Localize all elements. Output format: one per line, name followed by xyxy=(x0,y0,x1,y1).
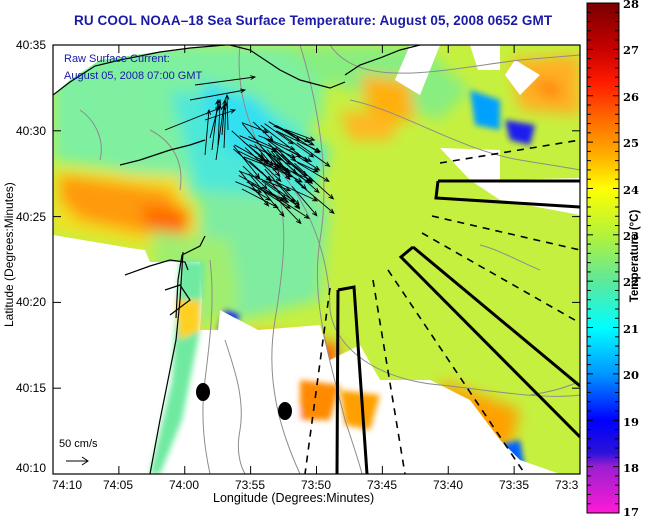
station-marker-2 xyxy=(278,402,292,420)
x-tick-label: 73:3 xyxy=(555,478,584,492)
x-tick-label: 74:10 xyxy=(42,478,92,492)
x-tick-label: 73:50 xyxy=(291,478,341,492)
colorbar-tick-label: 17 xyxy=(623,505,639,519)
y-tick-label: 40:10 xyxy=(2,461,46,475)
colorbar-label: Temperature (°C) xyxy=(629,201,641,311)
plot-area xyxy=(53,45,580,474)
y-axis-label: Latitude (Degrees:Minutes) xyxy=(2,191,16,327)
colorbar-tick-label: 25 xyxy=(623,136,639,150)
colorbar-tick-label: 26 xyxy=(623,90,639,104)
y-tick-label: 40:35 xyxy=(2,38,46,52)
y-tick-label: 40:15 xyxy=(2,381,46,395)
current-timestamp: August 05, 2008 07:00 GMT xyxy=(64,70,202,82)
colorbar xyxy=(587,3,619,513)
current-label: Raw Surface Current: xyxy=(64,53,170,65)
x-tick-label: 73:45 xyxy=(357,478,407,492)
x-tick-label: 73:55 xyxy=(225,478,275,492)
colorbar-tick-label: 27 xyxy=(623,43,639,57)
station-marker-1 xyxy=(196,383,210,401)
colorbar-tick-label: 20 xyxy=(623,368,639,382)
colorbar-tick-label: 19 xyxy=(623,415,639,429)
plot-title: RU COOL NOAA–18 Sea Surface Temperature:… xyxy=(74,13,552,28)
colorbar-tick-label: 28 xyxy=(623,0,639,11)
x-tick-label: 74:00 xyxy=(159,478,209,492)
x-tick-label: 74:05 xyxy=(93,478,143,492)
y-tick-label: 40:30 xyxy=(2,124,46,138)
x-tick-label: 73:40 xyxy=(423,478,473,492)
colorbar-tick-label: 21 xyxy=(623,322,639,336)
x-tick-label: 73:35 xyxy=(489,478,539,492)
colorbar-tick-label: 24 xyxy=(623,183,639,197)
colorbar-tick-label: 18 xyxy=(623,461,639,475)
scale-label: 50 cm/s xyxy=(59,438,98,450)
x-axis-label: Longitude (Degrees:Minutes) xyxy=(213,491,374,505)
